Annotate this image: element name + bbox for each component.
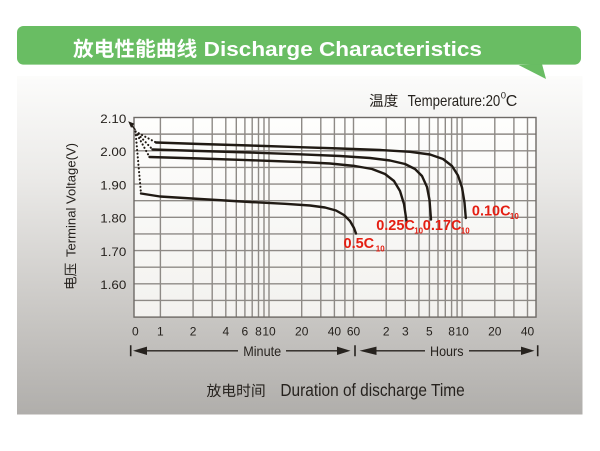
- svg-text:20: 20: [295, 325, 309, 339]
- svg-text:3: 3: [402, 325, 409, 339]
- svg-text:1.60: 1.60: [100, 278, 126, 292]
- svg-text:6: 6: [242, 325, 249, 339]
- svg-text:40: 40: [521, 325, 535, 339]
- svg-text:10: 10: [414, 226, 423, 235]
- svg-text:10: 10: [510, 212, 519, 221]
- svg-text:0: 0: [501, 90, 506, 101]
- svg-text:5: 5: [426, 325, 433, 339]
- svg-text:8: 8: [448, 325, 455, 339]
- svg-text:C: C: [506, 93, 518, 110]
- svg-text:0.5C: 0.5C: [344, 236, 375, 252]
- svg-text:8: 8: [255, 325, 262, 339]
- svg-text:4: 4: [222, 325, 229, 339]
- svg-text:40: 40: [328, 325, 342, 339]
- svg-text:1: 1: [157, 325, 164, 339]
- svg-text:60: 60: [347, 325, 361, 339]
- svg-text:2: 2: [190, 325, 197, 339]
- svg-text:2.00: 2.00: [100, 145, 126, 159]
- svg-text:Terminal Voltage(V): Terminal Voltage(V): [64, 143, 79, 257]
- svg-text:1.90: 1.90: [100, 178, 126, 192]
- svg-text:10: 10: [461, 226, 470, 235]
- svg-text:0.10C: 0.10C: [472, 203, 511, 219]
- svg-text:2.10: 2.10: [100, 112, 126, 126]
- svg-text:0.17C: 0.17C: [423, 218, 462, 234]
- svg-text:1.80: 1.80: [100, 212, 126, 226]
- svg-text:0: 0: [132, 325, 139, 339]
- svg-text:20: 20: [488, 325, 502, 339]
- svg-text:10: 10: [455, 325, 469, 339]
- svg-text:10: 10: [376, 244, 385, 253]
- svg-text:1.70: 1.70: [100, 245, 126, 259]
- svg-text:Discharge Characteristics: Discharge Characteristics: [204, 38, 482, 61]
- svg-text:2: 2: [383, 325, 390, 339]
- svg-text:10: 10: [262, 325, 276, 339]
- svg-text:0.25C: 0.25C: [376, 218, 415, 234]
- svg-text:Temperature:20: Temperature:20: [408, 93, 501, 110]
- svg-text:Hours: Hours: [430, 344, 464, 359]
- svg-text:Minute: Minute: [243, 344, 281, 359]
- svg-text:Duration of discharge Time: Duration of discharge Time: [280, 380, 464, 400]
